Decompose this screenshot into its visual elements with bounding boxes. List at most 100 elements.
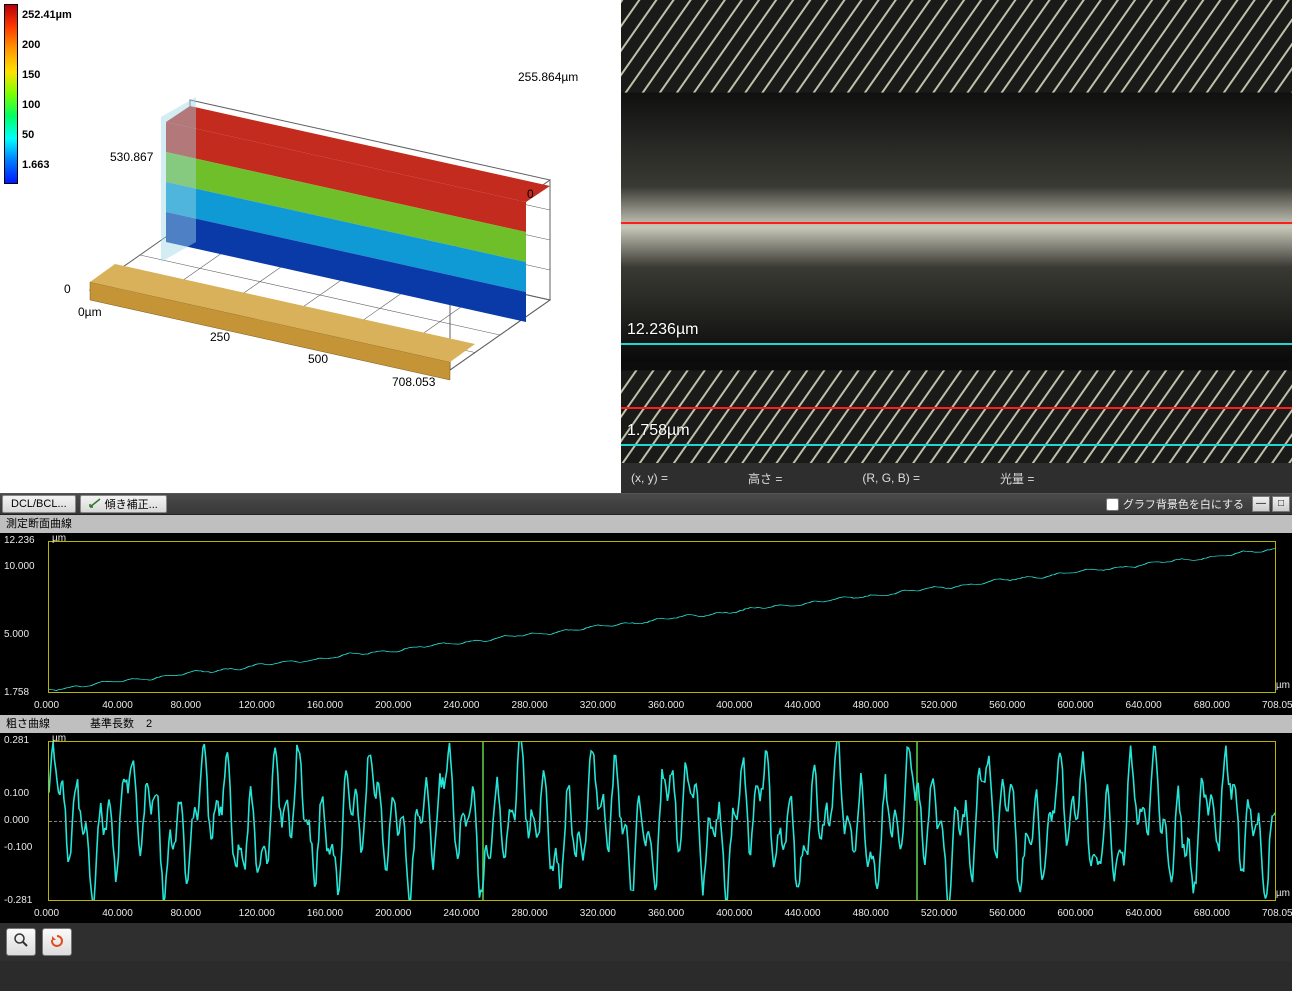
reset-icon <box>49 933 65 952</box>
x-tick: 708.053 <box>392 375 435 389</box>
magnifier-icon <box>13 932 29 953</box>
reset-button[interactable] <box>42 928 72 956</box>
info-rgb: (R, G, B) = <box>862 471 920 485</box>
cursor-line-cyan[interactable] <box>621 444 1292 446</box>
x-tick: 640.000 <box>1126 908 1162 919</box>
x-tick: 280.000 <box>512 908 548 919</box>
tilt-correction-button[interactable]: 傾き補正... <box>80 495 167 513</box>
y-tick: 0.100 <box>4 788 44 799</box>
zoom-button[interactable] <box>6 928 36 956</box>
charts-toolbar: DCL/BCL... 傾き補正... グラフ背景色を白にする — □ <box>0 493 1292 515</box>
roughness-chart[interactable]: µm µm 0.281 0.100 0.000 -0.100 -0.281 0.000 40.0… <box>0 733 1292 923</box>
dcl-bcl-label: DCL/BCL... <box>11 498 67 510</box>
x-tick: 240.000 <box>443 908 479 919</box>
x-tick: 640.000 <box>1126 700 1162 711</box>
profile-plot-area[interactable] <box>48 541 1276 693</box>
x-tick: 40.000 <box>102 700 133 711</box>
info-light: 光量 = <box>1000 470 1034 487</box>
x-tick: 520.000 <box>921 700 957 711</box>
x-tick: 708.053 <box>1262 908 1292 919</box>
x-tick: 560.000 <box>989 908 1025 919</box>
panel-3d-heightmap[interactable]: 252.41µm 200 150 100 50 1.663 530.867 25… <box>0 0 621 493</box>
x-tick: 400.000 <box>716 908 752 919</box>
x-tick: 320.000 <box>580 700 616 711</box>
microscope-info-bar: (x, y) = 高さ = (R, G, B) = 光量 = <box>621 463 1292 493</box>
y-tick: -0.100 <box>4 842 44 853</box>
x-tick: 0.000 <box>34 700 59 711</box>
x-tick: 0.000 <box>34 908 59 919</box>
microscope-image <box>621 0 1292 463</box>
white-bg-checkbox[interactable]: グラフ背景色を白にする <box>1106 496 1244 512</box>
x-tick: 0µm <box>78 305 102 319</box>
y-axis-zero: 0 <box>64 282 71 296</box>
x-tick: 360.000 <box>648 908 684 919</box>
x-tick: 560.000 <box>989 700 1025 711</box>
y-tick: 0.000 <box>4 815 44 826</box>
x-tick: 400.000 <box>716 700 752 711</box>
info-xy: (x, y) = <box>631 471 668 485</box>
x-unit: µm <box>1276 680 1290 691</box>
y-tick: -0.281 <box>4 895 44 906</box>
x-tick: 600.000 <box>1057 700 1093 711</box>
maximize-button[interactable]: □ <box>1272 496 1290 512</box>
top-visualization-area: 252.41µm 200 150 100 50 1.663 530.867 25… <box>0 0 1292 493</box>
x-unit: µm <box>1276 888 1290 899</box>
y-tick: 5.000 <box>4 629 44 640</box>
cursor-line-red[interactable] <box>621 407 1292 409</box>
profile-chart[interactable]: µm µm 12.236 10.000 5.000 1.758 0.000 40.000 80.… <box>0 533 1292 715</box>
ref-len-value: 2 <box>146 715 152 733</box>
x-tick: 280.000 <box>512 700 548 711</box>
tilt-icon <box>89 497 101 512</box>
z-top-label: 255.864µm <box>518 70 578 84</box>
cursor-line-red[interactable] <box>621 222 1292 224</box>
roughness-chart-title: 粗さ曲線 <box>6 715 50 733</box>
y-unit: µm <box>52 733 66 744</box>
slice-y-label: 530.867 <box>110 150 153 164</box>
x-tick: 480.000 <box>853 700 889 711</box>
profile-chart-title: 測定断面曲線 <box>6 515 72 533</box>
x-tick: 80.000 <box>170 908 201 919</box>
y-tick: 0.281 <box>4 735 44 746</box>
y-tick: 12.236 <box>4 535 44 546</box>
x-tick: 240.000 <box>443 700 479 711</box>
dcl-bcl-button[interactable]: DCL/BCL... <box>2 495 76 513</box>
cursor-line-cyan[interactable] <box>621 343 1292 345</box>
y-unit: µm <box>52 533 66 544</box>
bottom-toolbar <box>0 923 1292 961</box>
x-tick: 680.000 <box>1194 908 1230 919</box>
info-height: 高さ = <box>748 470 782 487</box>
x-tick: 120.000 <box>239 700 275 711</box>
x-tick: 200.000 <box>375 700 411 711</box>
x-tick: 520.000 <box>921 908 957 919</box>
x-tick: 440.000 <box>784 700 820 711</box>
x-tick: 680.000 <box>1194 700 1230 711</box>
white-bg-checkbox-input[interactable] <box>1106 498 1119 511</box>
x-tick: 600.000 <box>1057 908 1093 919</box>
x-tick: 120.000 <box>239 908 275 919</box>
x-tick: 160.000 <box>307 700 343 711</box>
y-tick: 10.000 <box>4 561 44 572</box>
x-tick: 360.000 <box>648 700 684 711</box>
x-tick: 708.053 <box>1262 700 1292 711</box>
colorbar <box>4 4 18 184</box>
x-tick: 200.000 <box>375 908 411 919</box>
zero-line <box>49 821 1275 822</box>
cursor-value-bottom: 1.758µm <box>627 422 690 440</box>
ref-len-label: 基準長数 <box>90 715 134 733</box>
x-tick: 40.000 <box>102 908 133 919</box>
tilt-label: 傾き補正... <box>105 496 158 512</box>
roughness-chart-title-bar: 粗さ曲線 基準長数 2 <box>0 715 1292 733</box>
cursor-value-top: 12.236µm <box>627 321 698 339</box>
profile-chart-title-bar: 測定断面曲線 <box>0 515 1292 533</box>
x-tick: 320.000 <box>580 908 616 919</box>
roughness-plot-area[interactable] <box>48 741 1276 901</box>
panel-microscope-image[interactable]: 12.236µm 1.758µm (x, y) = 高さ = (R, G, B)… <box>621 0 1292 493</box>
y-tick: 1.758 <box>4 687 44 698</box>
minimize-button[interactable]: — <box>1252 496 1270 512</box>
white-bg-label: グラフ背景色を白にする <box>1123 496 1244 512</box>
x-tick: 160.000 <box>307 908 343 919</box>
x-tick: 440.000 <box>784 908 820 919</box>
x-tick: 80.000 <box>170 700 201 711</box>
x-tick: 480.000 <box>853 908 889 919</box>
z-bottom-label: 0 <box>527 187 534 201</box>
